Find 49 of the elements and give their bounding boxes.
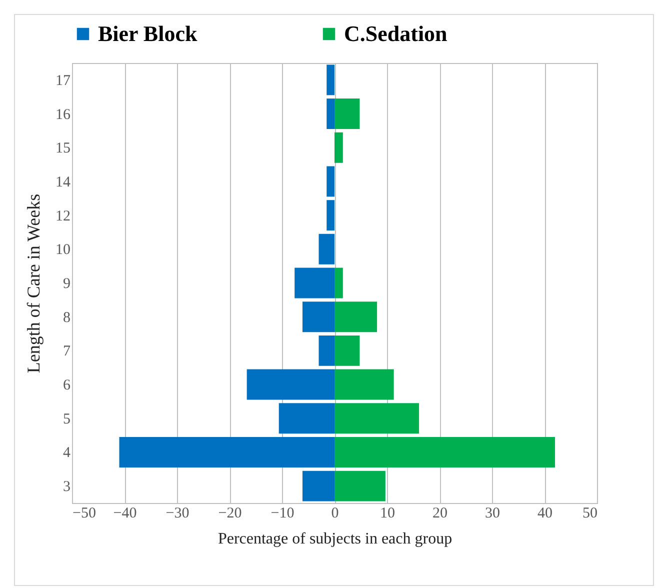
bar (326, 166, 334, 197)
x-tick-label: −40 (113, 506, 137, 522)
bar (302, 470, 334, 502)
bar (326, 98, 334, 129)
bar (334, 403, 420, 434)
y-tick-label: 12 (56, 208, 70, 224)
bar (334, 302, 378, 332)
bar (302, 302, 334, 332)
bar (318, 234, 334, 264)
x-axis-title: Percentage of subjects in each group (218, 530, 452, 548)
bar (334, 437, 555, 468)
bar (334, 268, 343, 298)
bar (326, 64, 334, 96)
x-tick-label: 10 (380, 506, 395, 522)
bar (278, 403, 334, 434)
x-tick-label: 0 (331, 506, 339, 522)
bar (119, 437, 334, 468)
bar (246, 369, 334, 400)
y-tick-label: 8 (63, 310, 70, 326)
x-tick-label: 30 (485, 506, 500, 522)
y-tick-label: 5 (63, 411, 70, 428)
y-tick-label: 17 (56, 72, 71, 89)
bar (334, 98, 360, 129)
y-tick-label: 3 (63, 479, 70, 496)
bar (334, 335, 360, 366)
y-tick-label: 7 (63, 344, 71, 360)
x-tick-label: −30 (166, 506, 190, 522)
x-tick-label: 50 (582, 506, 598, 522)
bar (334, 470, 386, 502)
bar (294, 268, 334, 298)
y-tick-label: 15 (56, 140, 70, 157)
x-tick-label: 40 (538, 506, 552, 522)
bar (334, 369, 394, 400)
x-tick-label: −50 (72, 506, 96, 522)
x-tick-label: −10 (270, 506, 294, 522)
y-tick-label: 16 (56, 106, 71, 123)
y-tick-label: 9 (63, 276, 70, 292)
y-tick-label: 6 (63, 378, 71, 394)
legend-label: Bier Block (98, 21, 198, 46)
legend-label: C.Sedation (344, 21, 448, 46)
x-tick-label: 20 (432, 506, 448, 522)
x-tick-label: −20 (218, 506, 242, 522)
bar (326, 200, 334, 231)
bar (334, 132, 343, 163)
y-tick-label: 10 (56, 242, 70, 258)
y-tick-label: 4 (63, 445, 71, 462)
bar (318, 335, 334, 366)
y-tick-label: 14 (56, 174, 71, 190)
y-axis-title: Length of Care in Weeks (24, 194, 44, 374)
